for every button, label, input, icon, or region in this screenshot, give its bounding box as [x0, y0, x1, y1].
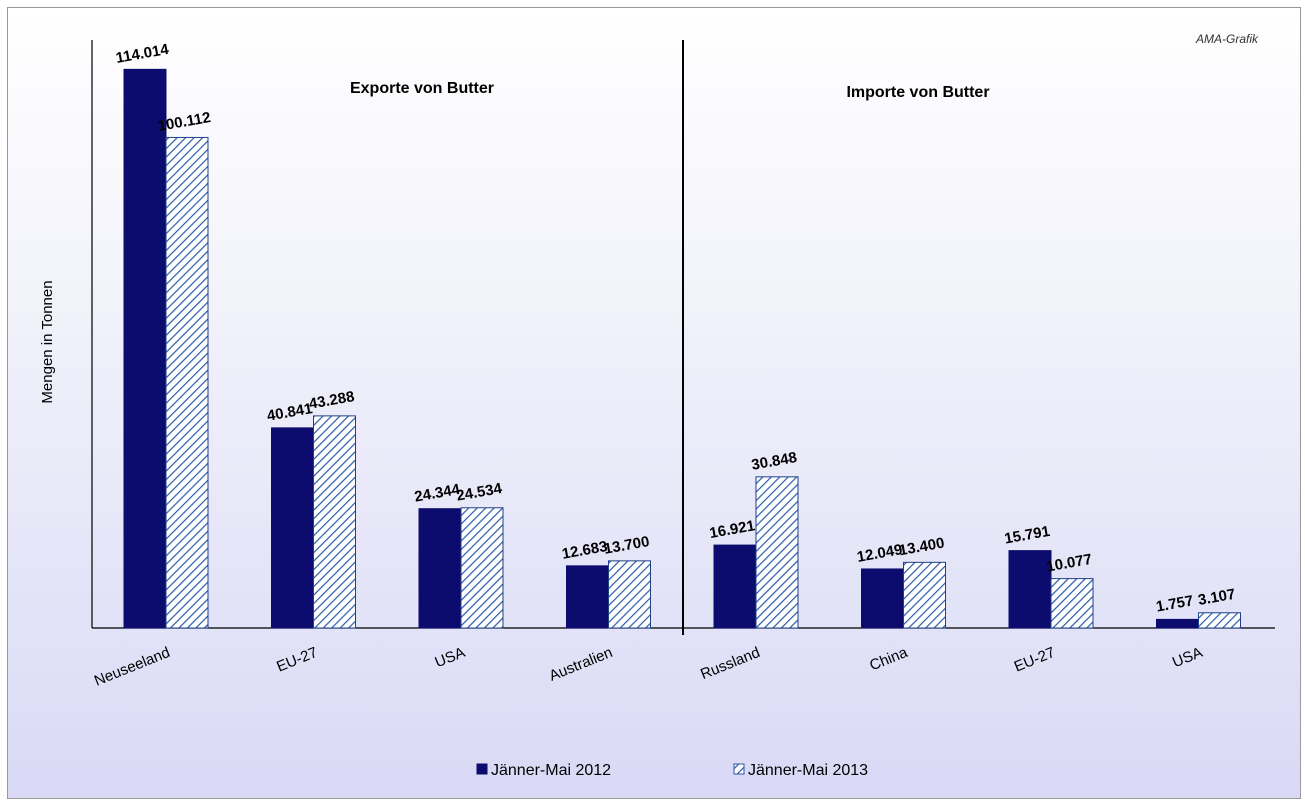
value-label: 13.400 [898, 535, 946, 560]
legend-swatch-2012 [476, 763, 488, 775]
bar-2012-eu-27 [1008, 550, 1052, 629]
value-label: 15.791 [1003, 523, 1051, 548]
bar-2013-australien [608, 560, 651, 629]
bar-2013-russland [755, 476, 799, 629]
bar-2013-eu-27 [1050, 578, 1094, 629]
value-label: 30.848 [750, 449, 798, 474]
value-label: 43.288 [308, 388, 356, 413]
x-tick-label: USA [1170, 644, 1205, 671]
bar-2013-eu-27 [313, 415, 356, 629]
x-tick-label: Neuseeland [92, 644, 173, 690]
value-label: 16.921 [708, 517, 756, 542]
bar-2012-china [861, 568, 904, 629]
value-label: 13.700 [603, 533, 651, 558]
x-tick-label: Russland [698, 644, 762, 683]
bars-layer [123, 68, 1241, 629]
value-label: 24.534 [455, 480, 504, 505]
legend-swatch-2013 [733, 763, 745, 775]
y-axis-title: Mengen in Tonnen [39, 280, 56, 403]
bar-2012-russland [713, 544, 757, 629]
value-label: 1.757 [1155, 592, 1195, 615]
bar-2012-usa [418, 508, 462, 629]
legend-label-2012: Jänner-Mai 2012 [491, 762, 611, 779]
legend: Jänner-Mai 2012 Jänner-Mai 2013 [476, 762, 868, 779]
bar-2013-usa [1198, 612, 1241, 629]
bar-2013-china [903, 561, 946, 629]
x-tick-label: EU-27 [274, 644, 320, 676]
import-panel-title: Importe von Butter [846, 84, 989, 101]
value-label: 12.049 [856, 541, 904, 566]
chart-frame [7, 7, 1301, 799]
bar-2012-usa [1156, 618, 1199, 629]
x-tick-label: China [867, 644, 910, 675]
x-tick-label: Australien [547, 644, 615, 685]
value-label: 114.014 [114, 41, 170, 67]
value-label: 3.107 [1197, 586, 1237, 609]
export-panel-title: Exporte von Butter [350, 80, 494, 97]
value-label: 12.683 [561, 538, 609, 563]
bar-2012-neuseeland [123, 68, 167, 629]
bar-2012-australien [566, 565, 609, 629]
x-tick-label: EU-27 [1012, 644, 1058, 676]
x-tick-label: USA [433, 644, 468, 671]
credit-label: AMA-Grafik [1195, 32, 1259, 46]
value-label: 24.344 [413, 481, 462, 506]
value-label: 40.841 [266, 400, 314, 425]
bar-2013-usa [460, 507, 504, 629]
legend-label-2013: Jänner-Mai 2013 [748, 762, 868, 779]
value-label: 10.077 [1045, 551, 1093, 576]
bar-2012-eu-27 [271, 427, 314, 629]
bar-2013-neuseeland [165, 136, 209, 629]
